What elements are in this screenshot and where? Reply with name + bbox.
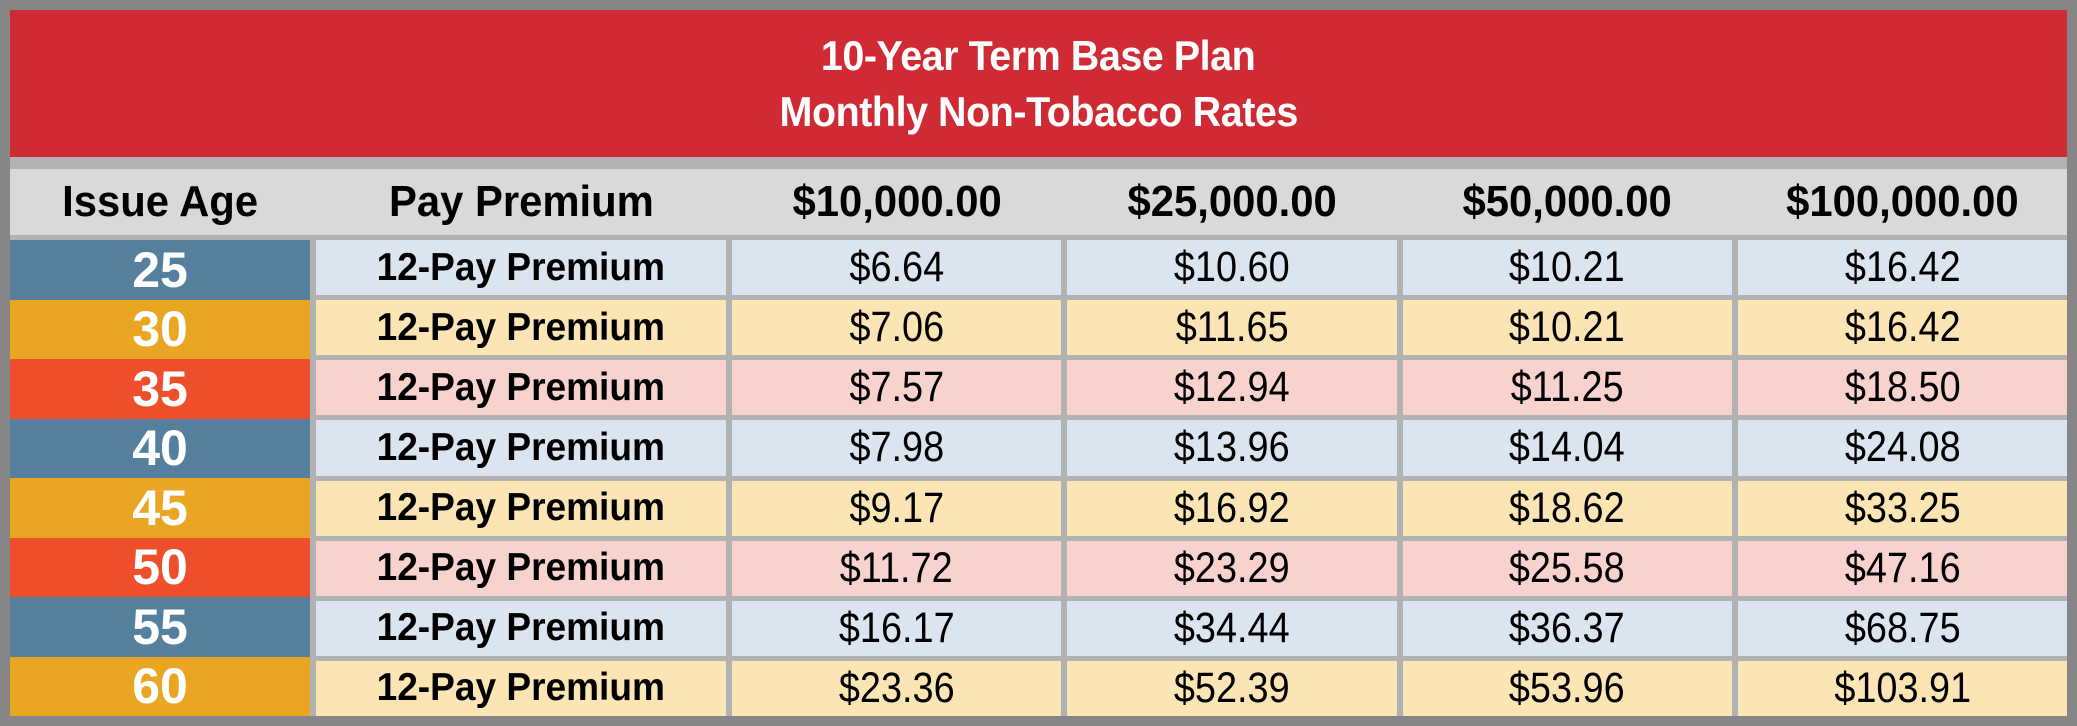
age-cell: 60 (10, 656, 310, 716)
rate-cell: $23.29 (1067, 540, 1397, 596)
rate-cell: $16.42 (1737, 300, 2067, 356)
rate-cell: $25.58 (1402, 540, 1732, 596)
column-header-issue-age: Issue Age (62, 177, 258, 226)
rate-cell: $10.60 (1067, 240, 1397, 296)
rate-cell: $12.94 (1067, 360, 1397, 416)
column-header-pay-premium: Pay Premium (388, 177, 654, 226)
table-row: 12-Pay Premium $16.17 $34.44 $36.37 $68.75 (310, 600, 2067, 656)
age-cell: 45 (10, 478, 310, 538)
rate-cell: $68.75 (1737, 600, 2067, 656)
premium-label-cell: 12-Pay Premium (316, 660, 726, 716)
premium-label-cell: 12-Pay Premium (316, 240, 726, 296)
age-cell: 25 (10, 240, 310, 300)
rate-cell: $34.44 (1067, 600, 1397, 656)
premium-label-cell: 12-Pay Premium (316, 300, 726, 356)
rate-cell: $16.92 (1067, 480, 1397, 536)
column-header-25000: $25,000.00 (1127, 177, 1337, 226)
table-title-line2: Monthly Non-Tobacco Rates (779, 87, 1298, 135)
rate-cell: $103.91 (1737, 660, 2067, 716)
column-header-50000: $50,000.00 (1462, 177, 1672, 226)
rate-cell: $16.17 (732, 600, 1062, 656)
rate-cell: $13.96 (1067, 420, 1397, 476)
table-row: 12-Pay Premium $7.98 $13.96 $14.04 $24.08 (310, 420, 2067, 476)
issue-age-column: 25 30 35 40 45 50 55 60 (10, 240, 310, 716)
rate-cell: $36.37 (1402, 600, 1732, 656)
premium-label-cell: 12-Pay Premium (316, 600, 726, 656)
age-cell: 50 (10, 537, 310, 597)
table-row: 12-Pay Premium $11.72 $23.29 $25.58 $47.16 (310, 540, 2067, 596)
age-cell: 40 (10, 418, 310, 478)
column-header-100000: $100,000.00 (1786, 177, 2019, 226)
rate-cell: $7.06 (732, 300, 1062, 356)
table-row: 12-Pay Premium $7.57 $12.94 $11.25 $18.50 (310, 360, 2067, 416)
table-body: 25 30 35 40 45 50 55 60 12-Pay Premium $6.64 $10.… (10, 235, 2067, 716)
rate-cell: $14.04 (1402, 420, 1732, 476)
premium-label-cell: 12-Pay Premium (316, 360, 726, 416)
table-title-line1: 10-Year Term Base Plan (821, 32, 1256, 80)
rate-cell: $7.98 (732, 420, 1062, 476)
rate-cell: $6.64 (732, 240, 1062, 296)
rate-cell: $53.96 (1402, 660, 1732, 716)
rate-cell: $18.50 (1737, 360, 2067, 416)
age-cell: 55 (10, 597, 310, 657)
rate-cell: $24.08 (1737, 420, 2067, 476)
rate-cell: $11.72 (732, 540, 1062, 596)
rate-cell: $47.16 (1737, 540, 2067, 596)
rate-cell: $10.21 (1402, 240, 1732, 296)
table-row: 12-Pay Premium $23.36 $52.39 $53.96 $103.91 (310, 660, 2067, 716)
rate-cell: $10.21 (1402, 300, 1732, 356)
age-cell: 35 (10, 359, 310, 419)
banner: 10-Year Term Base Plan Monthly Non-Tobac… (10, 10, 2067, 157)
premium-label-cell: 12-Pay Premium (316, 540, 726, 596)
premium-label-cell: 12-Pay Premium (316, 480, 726, 536)
rate-cell: $9.17 (732, 480, 1062, 536)
table-row: 12-Pay Premium $9.17 $16.92 $18.62 $33.25 (310, 480, 2067, 536)
rate-cell: $16.42 (1737, 240, 2067, 296)
rate-cell: $11.25 (1402, 360, 1732, 416)
rate-cell: $52.39 (1067, 660, 1397, 716)
rate-cell: $33.25 (1737, 480, 2067, 536)
rate-cell: $7.57 (732, 360, 1062, 416)
table-row: 12-Pay Premium $6.64 $10.60 $10.21 $16.42 (310, 240, 2067, 296)
age-cell: 30 (10, 299, 310, 359)
rate-cell: $23.36 (732, 660, 1062, 716)
rate-cell: $11.65 (1067, 300, 1397, 356)
table-row: 12-Pay Premium $7.06 $11.65 $10.21 $16.42 (310, 300, 2067, 356)
column-header-row: Issue Age Pay Premium $10,000.00 $25,000… (10, 169, 2067, 235)
rate-rows: 12-Pay Premium $6.64 $10.60 $10.21 $16.42 12-… (310, 235, 2067, 716)
rate-cell: $18.62 (1402, 480, 1732, 536)
column-header-10000: $10,000.00 (792, 177, 1002, 226)
premium-label-cell: 12-Pay Premium (316, 420, 726, 476)
